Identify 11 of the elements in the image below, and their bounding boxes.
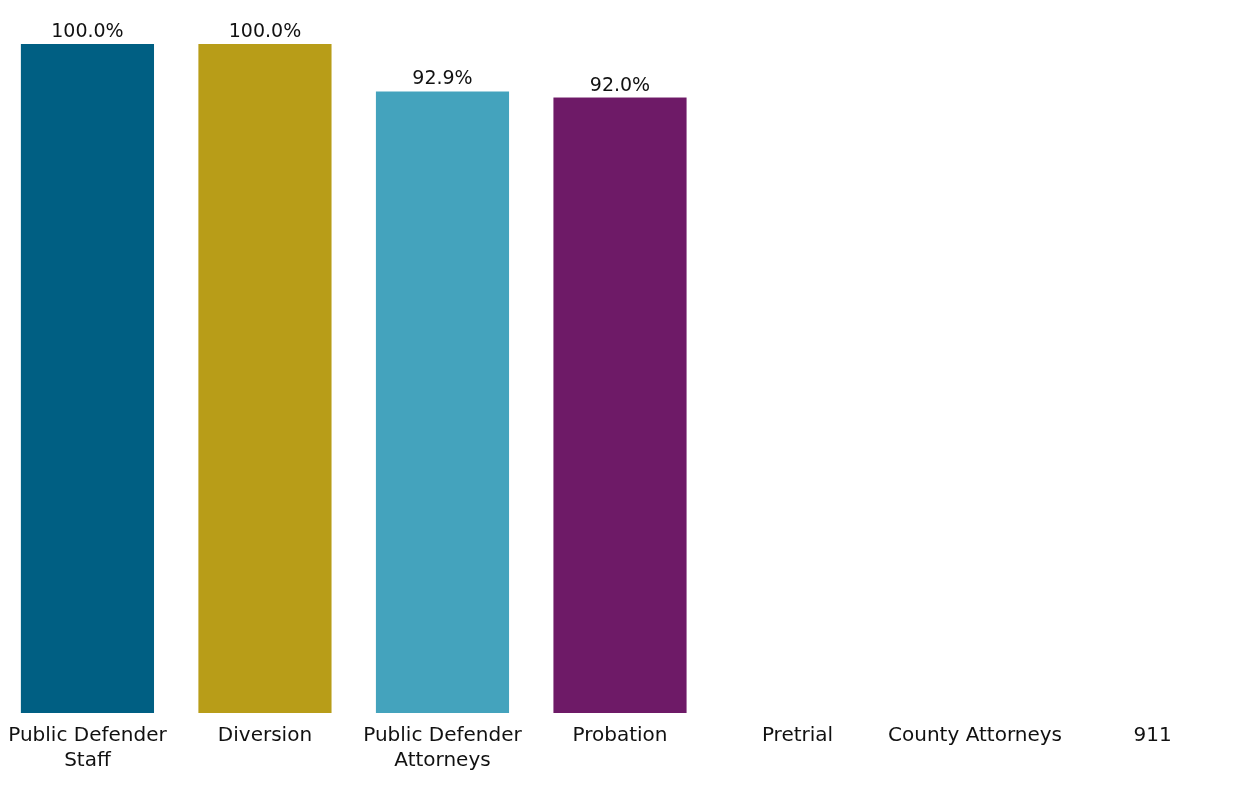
x-tick-label: Diversion (217, 722, 313, 746)
data-label: 100.0% (51, 19, 124, 41)
x-tick-label: Probation (572, 722, 668, 746)
data-label: 92.9% (412, 66, 473, 89)
x-tick-label: County Attorneys (888, 722, 1063, 746)
x-tick-label: Public Defender Staff (8, 722, 168, 771)
x-tick-label: Public Defender Attorneys (363, 722, 523, 771)
data-label: 100.0% (228, 19, 302, 41)
data-label: 92.0% (589, 72, 651, 95)
x-tick-label: 911 (1133, 722, 1172, 746)
x-tick-label: Pretrial (761, 722, 834, 746)
